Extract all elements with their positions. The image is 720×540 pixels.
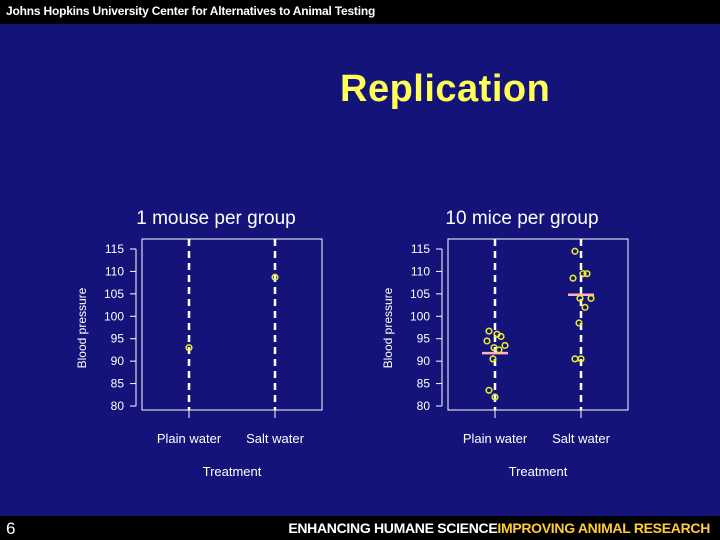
data-point bbox=[577, 355, 585, 363]
chart-title: 1 mouse per group bbox=[136, 208, 296, 229]
data-point bbox=[581, 303, 589, 311]
plot-frame bbox=[141, 238, 323, 411]
y-tick-label: 85 bbox=[111, 377, 125, 391]
data-point bbox=[583, 270, 591, 278]
data-point bbox=[485, 386, 493, 394]
y-tick-label: 110 bbox=[411, 264, 430, 278]
y-axis-label: Blood pressure bbox=[381, 287, 395, 368]
x-axis-label: Treatment bbox=[203, 464, 262, 479]
y-tick-label: 80 bbox=[417, 399, 431, 413]
y-tick-label: 90 bbox=[111, 354, 125, 368]
y-tick-label: 110 bbox=[105, 264, 124, 278]
data-point bbox=[569, 274, 577, 282]
footer-right: IMPROVING ANIMAL RESEARCH bbox=[497, 520, 710, 536]
x-tick-label: Salt water bbox=[552, 431, 610, 446]
y-tick-label: 115 bbox=[411, 242, 430, 256]
y-tick-label: 115 bbox=[105, 242, 124, 256]
slide-number: 6 bbox=[6, 519, 16, 538]
x-tick-label: Plain water bbox=[157, 431, 222, 446]
y-axis-label: Blood pressure bbox=[75, 287, 89, 368]
data-point bbox=[271, 273, 279, 281]
data-point bbox=[571, 247, 579, 255]
center-name: Center for Alternatives to Animal Testin… bbox=[151, 4, 376, 18]
chart-ten-mice: 10 mice per group 80 85 90 95 100 105 110 115 Blo… bbox=[381, 208, 629, 479]
x-axis-label: Treatment bbox=[509, 464, 568, 479]
chart-one-mouse: 1 mouse per group 80 85 90 95 100 105 110 115 Blo… bbox=[75, 208, 323, 479]
y-tick-label: 90 bbox=[417, 354, 431, 368]
footer-left: ENHANCING HUMANE SCIENCE bbox=[288, 520, 498, 536]
data-point bbox=[575, 319, 583, 327]
y-tick-label: 100 bbox=[410, 309, 430, 323]
data-point bbox=[483, 337, 491, 345]
chart-title: 10 mice per group bbox=[445, 208, 598, 229]
data-point bbox=[587, 294, 595, 302]
y-tick-label: 95 bbox=[111, 332, 125, 346]
y-tick-label: 105 bbox=[104, 287, 124, 301]
data-point bbox=[497, 332, 505, 341]
data-point bbox=[185, 344, 193, 352]
data-point bbox=[491, 393, 499, 401]
x-tick-label: Plain water bbox=[463, 431, 528, 446]
footer-bar: 6 ENHANCING HUMANE SCIENCEIMPROVING ANIM… bbox=[0, 516, 720, 540]
data-point bbox=[485, 327, 493, 335]
data-point bbox=[579, 270, 587, 278]
university-name: Johns Hopkins University bbox=[6, 4, 149, 18]
header-bar: Johns Hopkins University Center for Alte… bbox=[0, 0, 720, 24]
data-point bbox=[495, 346, 503, 354]
slide-title: Replication bbox=[340, 68, 551, 110]
header-text: Johns Hopkins University Center for Alte… bbox=[6, 4, 375, 18]
y-tick-label: 80 bbox=[111, 399, 125, 413]
plot-frame bbox=[447, 238, 629, 411]
footer-text: ENHANCING HUMANE SCIENCEIMPROVING ANIMAL… bbox=[288, 520, 710, 536]
y-tick-label: 95 bbox=[417, 332, 431, 346]
x-tick-label: Salt water bbox=[246, 431, 304, 446]
data-point bbox=[489, 355, 497, 363]
data-point bbox=[576, 294, 584, 302]
y-tick-label: 105 bbox=[410, 287, 430, 301]
data-point bbox=[501, 341, 509, 350]
y-tick-label: 85 bbox=[417, 377, 431, 391]
y-tick-label: 100 bbox=[104, 309, 124, 323]
